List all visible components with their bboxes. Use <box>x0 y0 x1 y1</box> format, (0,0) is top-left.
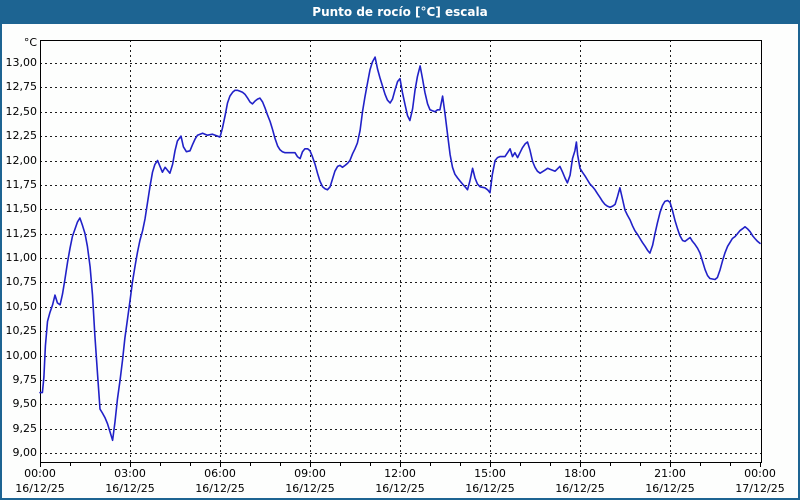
x-axis-time-label: 00:00 <box>744 467 776 480</box>
y-axis-unit-label: °C <box>23 36 37 49</box>
x-axis-time-label: 09:00 <box>294 467 326 480</box>
y-axis-tick-label: 13,00 <box>5 56 38 69</box>
x-axis-date-label: 16/12/25 <box>465 482 515 495</box>
y-axis-tick-label: 11,75 <box>5 178 38 191</box>
x-axis-time-label: 06:00 <box>204 467 236 480</box>
y-axis-tick-label: 10,50 <box>5 300 38 313</box>
y-axis-tick-label: 9,00 <box>12 446 38 459</box>
y-axis-tick-label: 12,75 <box>5 80 38 93</box>
plot-border <box>40 40 762 463</box>
y-axis-tick-label: 10,25 <box>5 324 38 337</box>
x-axis-time-label: 18:00 <box>564 467 596 480</box>
x-axis-date-label: 16/12/25 <box>555 482 605 495</box>
y-axis-tick-label: 12,50 <box>5 105 38 118</box>
x-axis-date-label: 16/12/25 <box>105 482 155 495</box>
y-axis-tick-label: 9,75 <box>12 373 38 386</box>
y-axis-tick-label: 11,00 <box>5 251 38 264</box>
x-axis-date-label: 16/12/25 <box>645 482 695 495</box>
x-axis-time-label: 21:00 <box>654 467 686 480</box>
x-axis-date-label: 16/12/25 <box>285 482 335 495</box>
x-axis-time-label: 00:00 <box>24 467 56 480</box>
x-axis-time-label: 12:00 <box>384 467 416 480</box>
x-axis-time-label: 15:00 <box>474 467 506 480</box>
y-axis-tick-label: 12,25 <box>5 129 38 142</box>
x-axis-date-label: 16/12/25 <box>15 482 65 495</box>
y-axis-tick-label: 9,25 <box>12 422 38 435</box>
y-axis-tick-label: 11,50 <box>5 202 38 215</box>
y-axis-tick-label: 9,50 <box>12 397 38 410</box>
x-axis-time-label: 03:00 <box>114 467 146 480</box>
x-axis-date-label: 17/12/25 <box>735 482 785 495</box>
dew-point-series-line <box>39 56 761 442</box>
y-axis-tick-label: 10,00 <box>5 349 38 362</box>
y-axis-tick-label: 10,75 <box>5 275 38 288</box>
x-axis-date-label: 16/12/25 <box>195 482 245 495</box>
chart-title: Punto de rocío [°C] escala <box>312 5 488 19</box>
y-axis-tick-label: 11,25 <box>5 227 38 240</box>
chart-title-bar: Punto de rocío [°C] escala <box>0 0 800 24</box>
x-axis-date-label: 16/12/25 <box>375 482 425 495</box>
y-axis-tick-label: 12,00 <box>5 154 38 167</box>
